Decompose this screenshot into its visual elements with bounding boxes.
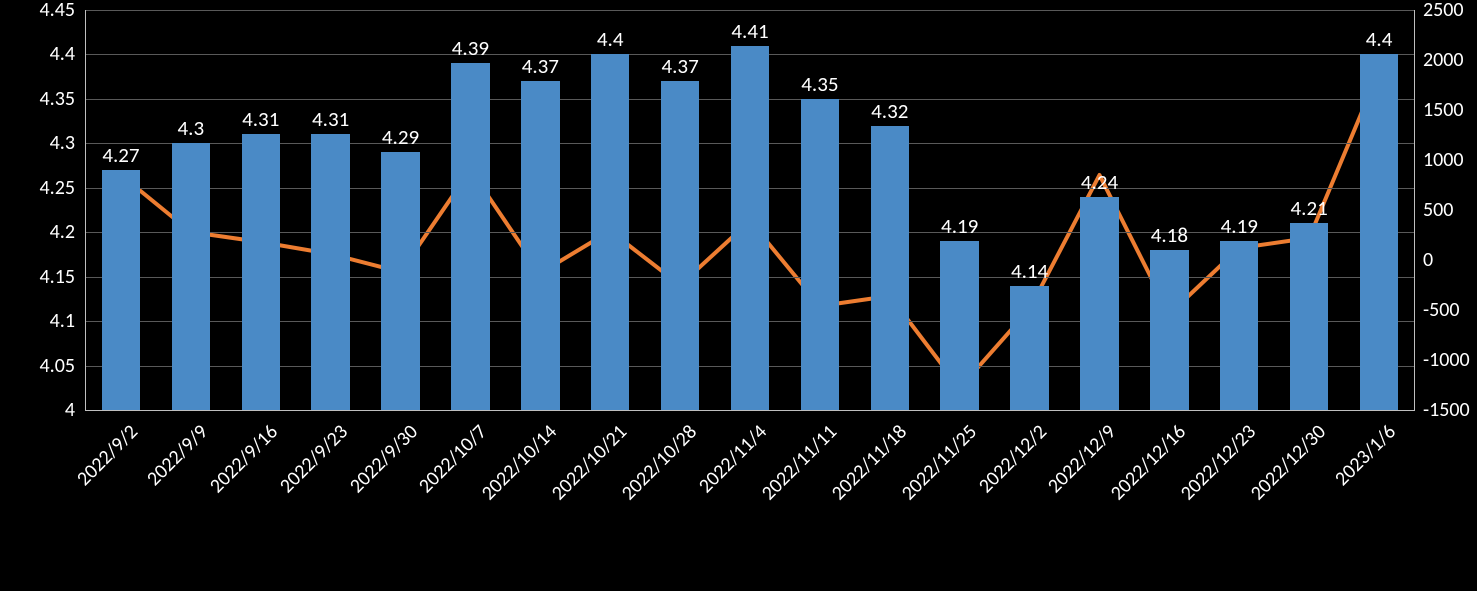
bar bbox=[801, 99, 839, 410]
bar-data-label: 4.24 bbox=[1081, 169, 1118, 195]
bar-data-label: 4.21 bbox=[1291, 195, 1328, 221]
bar-data-label: 4.19 bbox=[941, 213, 978, 239]
bar bbox=[451, 63, 489, 410]
y-right-tick: -1000 bbox=[1423, 348, 1470, 372]
y-right-tick: -500 bbox=[1423, 298, 1460, 322]
bar bbox=[661, 81, 699, 410]
y-left-tick: 4.05 bbox=[0, 354, 75, 378]
y-right-tick: 0 bbox=[1423, 248, 1433, 272]
bar-data-label: 4.31 bbox=[312, 106, 349, 132]
bar-data-label: 4.14 bbox=[1011, 258, 1048, 284]
bar-data-label: 4.32 bbox=[871, 98, 908, 124]
y-left-tick: 4.3 bbox=[0, 131, 75, 155]
bar bbox=[1010, 286, 1048, 410]
bar-data-label: 4.41 bbox=[731, 18, 768, 44]
bar bbox=[311, 134, 349, 410]
y-right-tick: 1000 bbox=[1423, 148, 1464, 172]
bar-data-label: 4.39 bbox=[452, 35, 489, 61]
bar bbox=[1360, 54, 1398, 410]
bar bbox=[591, 54, 629, 410]
bar bbox=[521, 81, 559, 410]
plot-area: 4.27 4.3 4.31 4.31 4.29 4.39 4.37 4.4 4.37 4.41 4.… bbox=[85, 10, 1415, 411]
y-left-tick: 4.2 bbox=[0, 220, 75, 244]
bar bbox=[242, 134, 280, 410]
y-right-tick: 2500 bbox=[1423, 0, 1464, 22]
bar-data-label: 4.27 bbox=[102, 142, 139, 168]
bar bbox=[1220, 241, 1258, 410]
bar bbox=[1290, 223, 1328, 410]
bar bbox=[1150, 250, 1188, 410]
bar bbox=[731, 46, 769, 410]
bar bbox=[940, 241, 978, 410]
bar-data-label: 4.18 bbox=[1151, 222, 1188, 248]
y-right-tick: 1500 bbox=[1423, 98, 1464, 122]
y-left-tick: 4.35 bbox=[0, 87, 75, 111]
bar bbox=[1080, 197, 1118, 410]
bar bbox=[871, 126, 909, 410]
y-left-tick: 4.45 bbox=[0, 0, 75, 22]
bar-data-label: 4.37 bbox=[522, 53, 559, 79]
bar-data-label: 4.19 bbox=[1221, 213, 1258, 239]
bar-data-label: 4.35 bbox=[801, 71, 838, 97]
bar-data-label: 4.3 bbox=[178, 115, 205, 141]
y-right-tick: 500 bbox=[1423, 198, 1453, 222]
bar bbox=[172, 143, 210, 410]
y-left-tick: 4 bbox=[0, 398, 75, 422]
y-right-tick: 2000 bbox=[1423, 48, 1464, 72]
y-left-tick: 4.15 bbox=[0, 265, 75, 289]
bar-data-label: 4.4 bbox=[1366, 26, 1393, 52]
gridline bbox=[86, 10, 1414, 11]
y-right-tick: -1500 bbox=[1423, 398, 1470, 422]
combo-chart: 4.27 4.3 4.31 4.31 4.29 4.39 4.37 4.4 4.37 4.41 4.… bbox=[0, 0, 1477, 591]
bar-data-label: 4.37 bbox=[661, 53, 698, 79]
bar bbox=[381, 152, 419, 410]
y-left-tick: 4.25 bbox=[0, 176, 75, 200]
y-left-tick: 4.4 bbox=[0, 42, 75, 66]
y-left-tick: 4.1 bbox=[0, 309, 75, 333]
bar-data-label: 4.4 bbox=[597, 26, 624, 52]
bar-data-label: 4.29 bbox=[382, 124, 419, 150]
bar bbox=[102, 170, 140, 410]
bar-data-label: 4.31 bbox=[242, 106, 279, 132]
